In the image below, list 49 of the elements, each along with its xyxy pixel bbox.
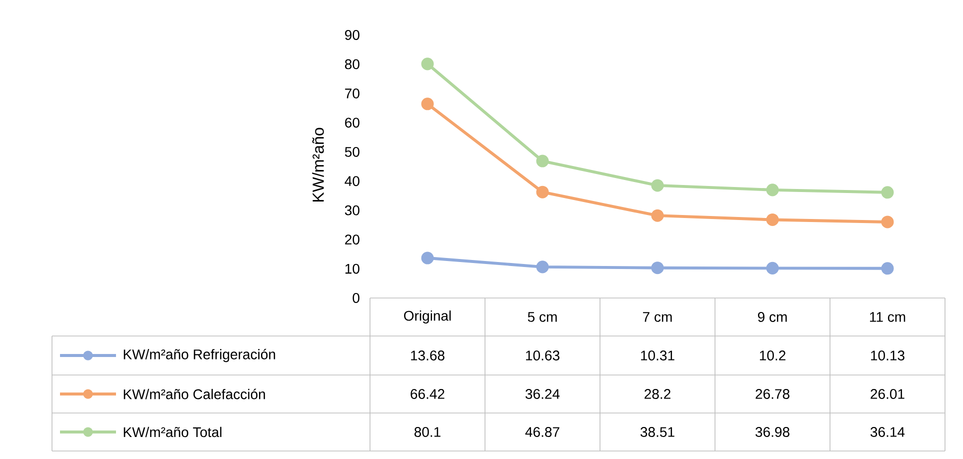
data-label: 36.14	[870, 427, 905, 437]
point	[536, 154, 549, 168]
data-label: 26.78	[756, 389, 790, 399]
point	[881, 186, 894, 199]
y-tick-label: 80	[345, 59, 360, 70]
data-label: 36.98	[756, 427, 790, 437]
point	[536, 186, 549, 198]
x-tick-label: Original	[404, 310, 451, 324]
data-label: 10.2	[760, 350, 786, 360]
y-tick-label: 40	[344, 176, 360, 186]
point	[421, 252, 434, 264]
point	[766, 213, 779, 226]
data-label: 28.2	[644, 389, 670, 399]
point	[881, 216, 894, 228]
point	[766, 184, 779, 196]
point	[536, 260, 549, 274]
x-tick-label: 7 cm	[643, 312, 672, 322]
x-tick-label: 11 cm	[870, 312, 906, 322]
data-label: 10.63	[526, 350, 560, 360]
point	[881, 262, 894, 275]
data-label: 80.1	[414, 427, 440, 437]
legend-label: KW/m²año Total	[124, 426, 222, 438]
point	[651, 262, 664, 274]
data-label: 26.01	[870, 389, 904, 399]
y-axis-title: KW/m²año	[312, 128, 324, 202]
y-tick-label: 20	[345, 234, 360, 245]
y-tick-label: 60	[345, 118, 360, 128]
y-tick-label: 50	[344, 146, 360, 157]
point	[766, 262, 779, 274]
point	[651, 209, 664, 222]
data-label: 10.31	[641, 350, 674, 360]
y-tick-label: 70	[345, 88, 360, 98]
point	[421, 58, 434, 70]
legend-label: KW/m²año Calefacción	[124, 388, 265, 400]
data-label: 13.68	[411, 350, 444, 360]
data-label: 46.87	[525, 427, 560, 437]
data-label: 36.24	[526, 389, 560, 399]
data-label: 66.42	[410, 389, 444, 399]
x-tick-label: 5 cm	[528, 312, 557, 322]
data-label: 38.51	[640, 427, 674, 437]
point	[421, 98, 434, 110]
x-tick-label: 9 cm	[758, 312, 787, 322]
y-tick-label: 10	[345, 264, 360, 274]
y-tick-label: 0	[352, 293, 360, 303]
point	[651, 179, 664, 192]
y-tick-label: 90	[345, 30, 360, 40]
data-label: 10.13	[871, 350, 904, 360]
legend-label: KW/m²año Refrigeración	[124, 348, 276, 362]
y-tick-label: 30	[344, 205, 360, 216]
